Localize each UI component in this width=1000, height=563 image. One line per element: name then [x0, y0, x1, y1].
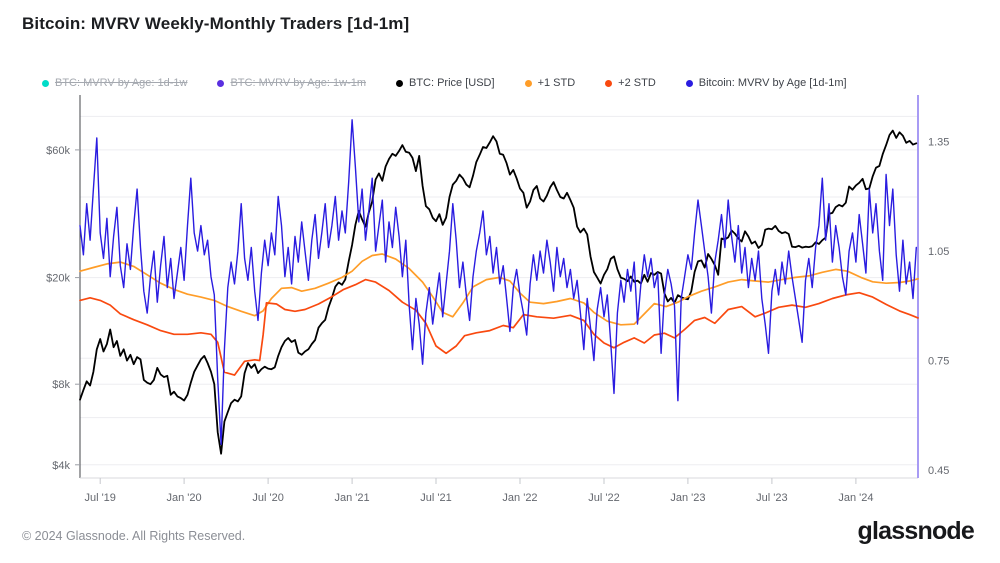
x-axis-label: Jul '23 — [756, 492, 787, 504]
y-left-axis-label: $4k — [52, 460, 70, 472]
x-axis-label: Jul '19 — [84, 492, 115, 504]
y-right-axis-label: 0.75 — [928, 356, 949, 368]
y-left-axis-label: $8k — [52, 379, 70, 391]
page-title: Bitcoin: MVRV Weekly-Monthly Traders [1d… — [22, 14, 410, 33]
y-left-axis-label: $60k — [46, 145, 70, 157]
x-axis-label: Jan '22 — [502, 492, 537, 504]
y-right-axis-label: 1.35 — [928, 137, 949, 149]
x-axis-label: Jan '20 — [167, 492, 202, 504]
legend-item-3[interactable]: +1 STD — [524, 77, 576, 89]
legend-item-1[interactable]: BTC: MVRV by Age: 1w-1m — [217, 77, 366, 89]
y-right-axis-label: 0.45 — [928, 465, 949, 477]
y-right-axis-label: 1.05 — [928, 246, 949, 258]
legend-marker-icon — [217, 79, 225, 87]
x-axis-label: Jul '21 — [420, 492, 451, 504]
legend-item-label: BTC: MVRV by Age: 1d-1w — [55, 77, 188, 89]
copyright-text: © 2024 Glassnode. All Rights Reserved. — [22, 529, 246, 543]
series-path-2 — [79, 129, 918, 455]
legend-item-label: Bitcoin: MVRV by Age [1d-1m] — [698, 77, 847, 89]
legend-item-label: +1 STD — [537, 77, 576, 89]
legend-item-0[interactable]: BTC: MVRV by Age: 1d-1w — [42, 77, 187, 89]
legend-item-4[interactable]: +2 STD — [605, 77, 656, 89]
legend-marker-icon — [605, 79, 613, 87]
x-axis-label: Jul '22 — [588, 492, 619, 504]
x-axis-label: Jan '21 — [335, 492, 370, 504]
legend-marker-icon — [42, 79, 49, 87]
legend-item-5[interactable]: Bitcoin: MVRV by Age [1d-1m] — [685, 77, 847, 89]
series-path-5 — [79, 119, 917, 446]
x-axis-label: Jan '23 — [670, 492, 705, 504]
legend-marker-icon — [685, 79, 693, 87]
legend: BTC: MVRV by Age: 1d-1w BTC: MVRV by Age:… — [42, 77, 847, 89]
legend-item-label: BTC: Price [USD] — [408, 77, 495, 89]
x-axis-label: Jul '20 — [252, 492, 283, 504]
legend-item-label: BTC: MVRV by Age: 1w-1m — [230, 77, 366, 89]
legend-item-label: +2 STD — [618, 77, 656, 89]
legend-item-2[interactable]: BTC: Price [USD] — [395, 77, 495, 89]
glassnode-logo: glassnode — [857, 517, 975, 545]
legend-marker-icon — [395, 79, 403, 87]
legend-marker-icon — [524, 79, 532, 87]
y-left-axis-label: $20k — [46, 273, 70, 285]
series-path-3 — [79, 253, 919, 326]
series-path-4 — [79, 278, 919, 376]
x-axis-label: Jan '24 — [838, 492, 873, 504]
